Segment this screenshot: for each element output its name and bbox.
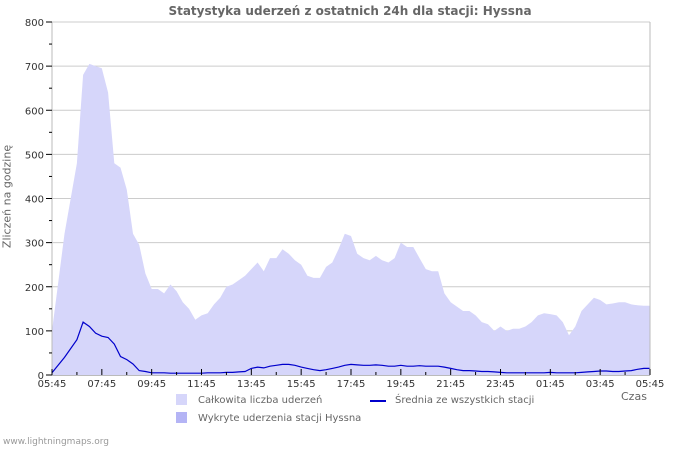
svg-text:0: 0 (38, 371, 44, 382)
svg-text:500: 500 (25, 150, 44, 161)
svg-text:200: 200 (25, 283, 44, 294)
x-axis-ticks: 05:45 07:45 09:45 11:45 13:45 15:45 17:45 19:45… (38, 369, 665, 390)
svg-text:23:45: 23:45 (486, 379, 515, 390)
total-strikes-area (52, 63, 650, 376)
svg-text:03:45: 03:45 (586, 379, 615, 390)
legend-detected: Wykryte uderzenia stacji Hyssna (198, 413, 362, 424)
svg-text:01:45: 01:45 (536, 379, 565, 390)
svg-text:300: 300 (25, 239, 44, 250)
svg-text:05:45: 05:45 (38, 379, 67, 390)
svg-text:19:45: 19:45 (386, 379, 415, 390)
svg-text:11:45: 11:45 (187, 379, 216, 390)
svg-text:21:45: 21:45 (436, 379, 465, 390)
x-axis-label: Czas (621, 390, 647, 403)
legend-avg: Średnia ze wszystkich stacji (395, 395, 535, 406)
svg-text:700: 700 (25, 62, 44, 73)
svg-text:05:45: 05:45 (636, 379, 665, 390)
average-all-stations-line (51, 321, 650, 374)
legend-swatch-total (176, 394, 187, 405)
svg-text:400: 400 (25, 195, 44, 206)
legend-line-avg (370, 400, 386, 402)
chart-title: Statystyka uderzeń z ostatnich 24h dla s… (168, 4, 532, 18)
legend-total: Całkowita liczba uderzeń (198, 395, 323, 406)
legend-swatch-detected (176, 412, 187, 423)
svg-text:800: 800 (25, 18, 44, 29)
svg-text:100: 100 (25, 327, 44, 338)
y-axis-ticks: 0 100 200 300 400 500 600 700 800 (25, 18, 52, 382)
svg-text:09:45: 09:45 (137, 379, 166, 390)
svg-text:17:45: 17:45 (337, 379, 366, 390)
footer-link[interactable]: www.lightningmaps.org (3, 437, 109, 447)
svg-text:07:45: 07:45 (87, 379, 116, 390)
svg-text:13:45: 13:45 (237, 379, 266, 390)
svg-text:600: 600 (25, 106, 44, 117)
svg-text:15:45: 15:45 (287, 379, 316, 390)
